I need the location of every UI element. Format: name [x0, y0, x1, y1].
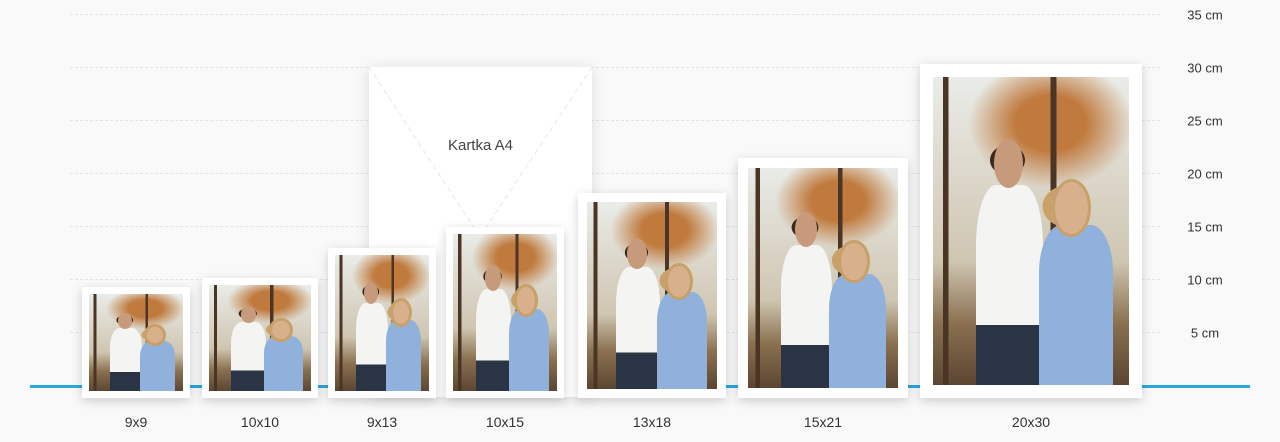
man-head [118, 313, 133, 329]
photo-print-10x10 [202, 278, 318, 398]
man-figure [475, 288, 512, 391]
tick-35: 35 cm [1187, 7, 1223, 23]
woman-figure [385, 320, 422, 391]
couple-photo [933, 77, 1129, 385]
gridline-35 [70, 14, 1160, 15]
woman-head [393, 301, 410, 325]
photo-print-13x18 [578, 193, 726, 398]
photo-print-9x13 [328, 248, 436, 398]
gridline-30 [70, 67, 1160, 68]
man-head [364, 282, 379, 304]
man-head [485, 265, 501, 291]
a4-label: Kartka A4 [447, 137, 514, 154]
tick-20: 20 cm [1187, 166, 1223, 182]
woman-head [147, 326, 164, 344]
size-label: 9x9 [124, 414, 148, 430]
man-head [627, 239, 647, 270]
man-head [993, 138, 1024, 188]
man-head [794, 212, 817, 248]
tick-10: 10 cm [1187, 272, 1223, 288]
couple-photo [335, 255, 429, 391]
size-label: 20x30 [1011, 414, 1051, 430]
photo-print-9x9 [82, 287, 190, 398]
envelope-lines [369, 67, 592, 238]
man-figure [615, 267, 660, 389]
woman-head [667, 265, 690, 298]
woman-figure [1038, 224, 1114, 385]
size-label: 15x21 [803, 414, 843, 430]
gridline-20 [70, 173, 1160, 174]
woman-head [1054, 181, 1088, 235]
photo-print-15x21 [738, 158, 908, 398]
tick-15: 15 cm [1187, 219, 1223, 235]
size-label: 9x13 [366, 414, 398, 430]
couple-photo [89, 294, 183, 391]
woman-head [841, 242, 867, 281]
size-label: 10x10 [240, 414, 280, 430]
woman-figure [657, 291, 707, 389]
couple-photo [587, 202, 717, 389]
man-figure [976, 184, 1043, 385]
photo-print-20x30 [920, 64, 1142, 398]
tick-30: 30 cm [1187, 60, 1223, 76]
man-figure [355, 302, 388, 391]
man-figure [781, 245, 832, 388]
woman-figure [829, 273, 886, 388]
couple-photo [748, 168, 898, 388]
tick-5: 5 cm [1190, 325, 1220, 341]
man-figure [109, 327, 142, 391]
size-label: 13x18 [632, 414, 672, 430]
couple-photo [453, 234, 557, 391]
photo-print-10x15 [446, 227, 564, 398]
woman-head [272, 321, 290, 340]
woman-head [517, 287, 536, 315]
gridline-25 [70, 120, 1160, 121]
tick-25: 25 cm [1187, 113, 1223, 129]
woman-figure [139, 340, 176, 391]
woman-figure [509, 309, 549, 391]
couple-photo [209, 285, 311, 391]
man-figure [231, 322, 267, 391]
size-label: 10x15 [485, 414, 525, 430]
woman-figure [264, 335, 303, 391]
man-head [240, 306, 256, 324]
